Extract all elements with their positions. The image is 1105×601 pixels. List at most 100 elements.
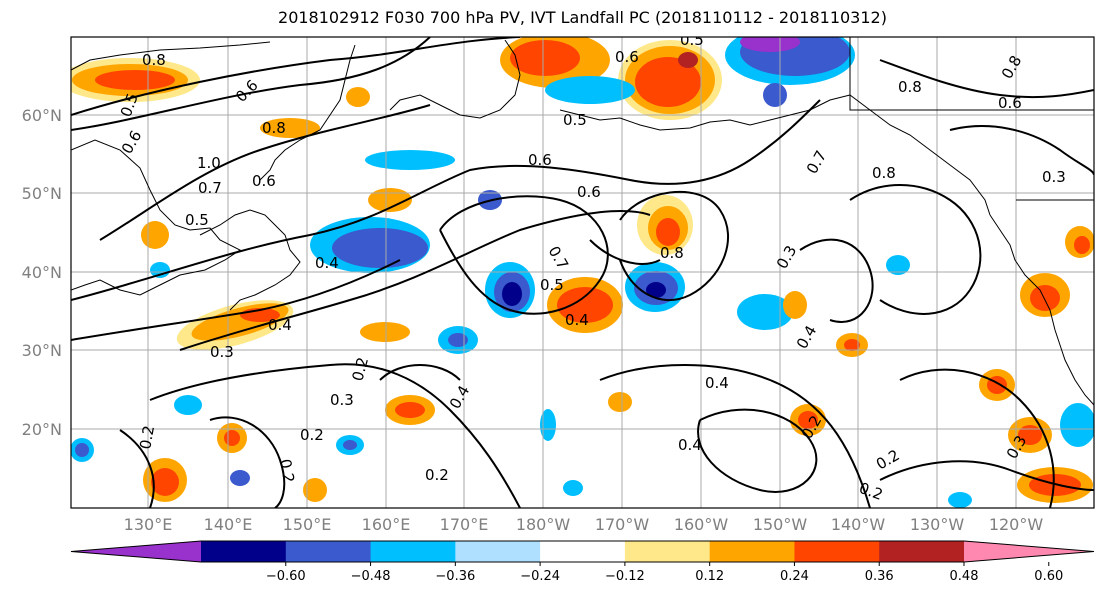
contour-label: 0.7	[198, 179, 222, 197]
positive-anomaly-region	[1008, 417, 1052, 453]
contour-label: 0.4	[315, 254, 339, 272]
contour-label: 0.6	[577, 183, 601, 201]
lat-label: 50°N	[22, 184, 62, 203]
negative-anomaly-region	[737, 294, 793, 330]
lat-label: 20°N	[22, 420, 62, 439]
contour-label: 0.4	[565, 311, 589, 329]
positive-anomaly-region	[608, 392, 632, 412]
colorbar-outline	[70, 540, 1095, 563]
contour-label: 0.2	[136, 424, 158, 451]
coastlines	[71, 37, 1094, 406]
negative-anomaly-region	[1060, 403, 1094, 447]
colorbar-segment	[540, 541, 626, 562]
contour-label: 0.2	[348, 355, 372, 383]
positive-anomaly-region	[360, 322, 410, 342]
contour-label: 0.3	[1042, 168, 1066, 186]
positive-anomaly-region	[71, 58, 200, 102]
contour-label: 0.3	[210, 343, 234, 361]
contour-label: 0.5	[540, 276, 564, 294]
negative-anomaly-region	[545, 76, 635, 104]
contour-label: 1.0	[197, 154, 221, 172]
negative-anomaly-region	[886, 255, 910, 275]
negative-anomaly-region	[725, 37, 855, 107]
lon-label: 180°W	[516, 515, 571, 534]
pv-contour-lines	[71, 37, 1094, 508]
positive-anomaly-region	[500, 37, 610, 88]
colorbar-segment	[794, 541, 880, 562]
colorbar-tick-label: 0.12	[695, 569, 724, 584]
contour-label: 0.8	[898, 78, 922, 96]
contour-label: 0.5	[185, 211, 209, 229]
contour-label: 0.2	[276, 458, 298, 485]
positive-anomaly-region	[368, 188, 412, 212]
positive-anomaly-region	[260, 118, 320, 138]
colorbar-segment	[879, 541, 965, 562]
lon-label: 160°W	[674, 515, 729, 534]
figure-title: 2018102912 F030 700 hPa PV, IVT Landfall…	[278, 8, 887, 27]
colorbar-segment	[624, 541, 711, 562]
map-frame	[70, 36, 1095, 509]
positive-anomaly-region	[385, 395, 435, 425]
contour-label: 0.4	[705, 374, 729, 392]
lon-label: 130°W	[910, 515, 965, 534]
positive-anomaly-region	[836, 333, 868, 357]
contour-label: 0.8	[142, 51, 166, 69]
positive-anomaly-region	[547, 277, 623, 333]
latitude-labels: 60°N 50°N 40°N 30°N 20°N	[22, 106, 62, 439]
lon-label: 140°W	[831, 515, 886, 534]
positive-anomaly-region	[1065, 226, 1094, 258]
positive-anomaly-region	[141, 221, 169, 249]
negative-anomaly-region	[625, 262, 685, 312]
colorbar-tick-label: 0.48	[950, 569, 979, 584]
colorbar-extend-high	[964, 541, 1094, 562]
contour-label: 0.5	[563, 111, 587, 129]
colorbar-tick-label: 0.36	[865, 569, 894, 584]
positive-anomaly-region	[979, 369, 1015, 401]
colorbar-segment	[201, 541, 287, 562]
positive-anomaly-region	[618, 40, 722, 120]
lat-label: 40°N	[22, 263, 62, 282]
contour-label: 0.8	[872, 164, 896, 182]
contour-label: 0.2	[300, 426, 324, 444]
contour-label: 0.6	[615, 48, 639, 66]
colorbar-tick-label: 0.60	[1034, 569, 1063, 584]
contour-label: 0.6	[252, 172, 276, 190]
contour-label: 0.8	[660, 244, 684, 262]
contour-label: 0.6	[998, 94, 1022, 112]
colorbar-tick-label: −0.24	[520, 569, 560, 584]
negative-anomaly-region	[563, 480, 583, 496]
contour-label: 0.3	[330, 391, 354, 409]
lon-label: 160°E	[362, 515, 411, 534]
lon-label: 140°E	[204, 515, 253, 534]
contour-label: 0.8	[262, 119, 286, 137]
negative-anomaly-region	[336, 435, 364, 455]
lon-label: 170°E	[440, 515, 489, 534]
colorbar-extend-low	[71, 541, 201, 562]
contour-label: 0.4	[268, 316, 292, 334]
positive-anomaly-region	[637, 195, 693, 255]
contour-label: 0.6	[528, 151, 552, 169]
colorbar-tick-label: −0.12	[605, 569, 645, 584]
negative-anomaly-region	[948, 492, 972, 508]
positive-anomaly-region	[217, 423, 247, 453]
colorbar-segment	[709, 541, 795, 562]
negative-anomaly-region	[174, 395, 202, 415]
contour-label: 0.2	[425, 466, 449, 484]
colorbar-tick-label: −0.60	[266, 569, 306, 584]
contour-label: 0.5	[680, 31, 704, 49]
positive-anomaly-region	[1020, 273, 1070, 317]
longitude-labels: 130°E 140°E 150°E 160°E 170°E 180°W 170°…	[124, 515, 1044, 534]
colorbar-segment	[370, 541, 456, 562]
colorbar-tick-label: −0.36	[435, 569, 475, 584]
negative-anomaly-region	[310, 217, 430, 273]
positive-anomaly-region	[346, 87, 370, 107]
lon-label: 120°W	[989, 515, 1044, 534]
lat-label: 30°N	[22, 341, 62, 360]
colorbar: −0.60 −0.48 −0.36 −0.24 −0.12 0.12 0.24 0.36 0.4…	[70, 540, 1095, 584]
colorbar-tick-label: 0.24	[780, 569, 809, 584]
lon-label: 150°W	[753, 515, 808, 534]
positive-anomaly-region	[303, 478, 327, 502]
lon-label: 150°E	[283, 515, 332, 534]
negative-anomaly-region	[540, 409, 556, 441]
negative-anomaly-region	[71, 438, 94, 462]
